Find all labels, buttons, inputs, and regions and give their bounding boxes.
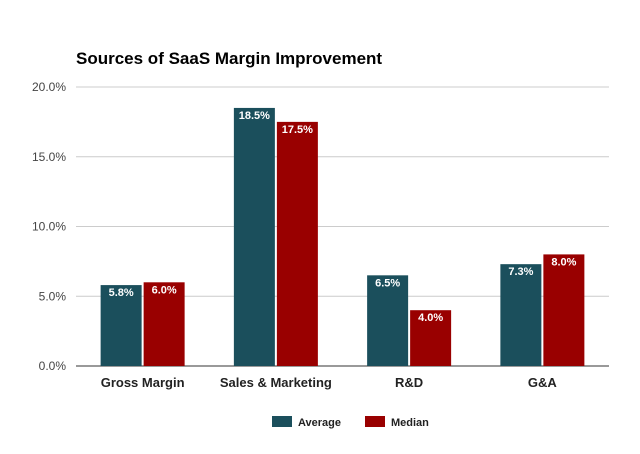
legend-swatch-average <box>272 416 292 427</box>
y-tick-label: 20.0% <box>32 80 66 94</box>
data-label: 5.8% <box>109 287 134 299</box>
bar-median-3 <box>543 254 585 366</box>
legend: Average Median <box>272 416 429 429</box>
x-tick-label: R&D <box>395 375 423 390</box>
bar-average-2 <box>367 275 409 366</box>
bar-average-1 <box>233 107 275 367</box>
bars <box>100 107 585 367</box>
x-tick-label: G&A <box>528 375 558 390</box>
data-label: 4.0% <box>418 312 443 324</box>
data-label: 7.3% <box>508 266 533 278</box>
legend-label-average: Average <box>298 417 341 429</box>
data-label: 17.5% <box>282 124 313 136</box>
y-tick-label: 15.0% <box>32 150 66 164</box>
data-label: 6.0% <box>152 284 177 296</box>
x-tick-label: Sales & Marketing <box>220 375 332 390</box>
data-label: 6.5% <box>375 277 400 289</box>
x-tick-label: Gross Margin <box>101 375 185 390</box>
y-tick-label: 10.0% <box>32 220 66 234</box>
legend-label-median: Median <box>391 417 429 429</box>
y-tick-label: 5.0% <box>39 289 67 303</box>
data-label: 18.5% <box>239 110 270 122</box>
chart-title: Sources of SaaS Margin Improvement <box>76 49 382 68</box>
legend-swatch-median <box>365 416 385 427</box>
bar-average-3 <box>500 264 542 366</box>
data-label: 8.0% <box>551 256 576 268</box>
y-tick-label: 0.0% <box>39 359 67 373</box>
data-labels: 5.8% 6.0% 18.5% 17.5% 6.5% 4.0% 7.3% 8.0% <box>109 110 577 324</box>
x-axis-ticks: Gross Margin Sales & Marketing R&D G&A <box>101 375 558 390</box>
bar-median-0 <box>143 282 185 366</box>
bar-median-1 <box>276 121 318 366</box>
bar-average-0 <box>100 285 142 366</box>
y-axis-ticks: 0.0% 5.0% 10.0% 15.0% 20.0% <box>32 80 66 373</box>
bar-median-2 <box>410 310 452 366</box>
